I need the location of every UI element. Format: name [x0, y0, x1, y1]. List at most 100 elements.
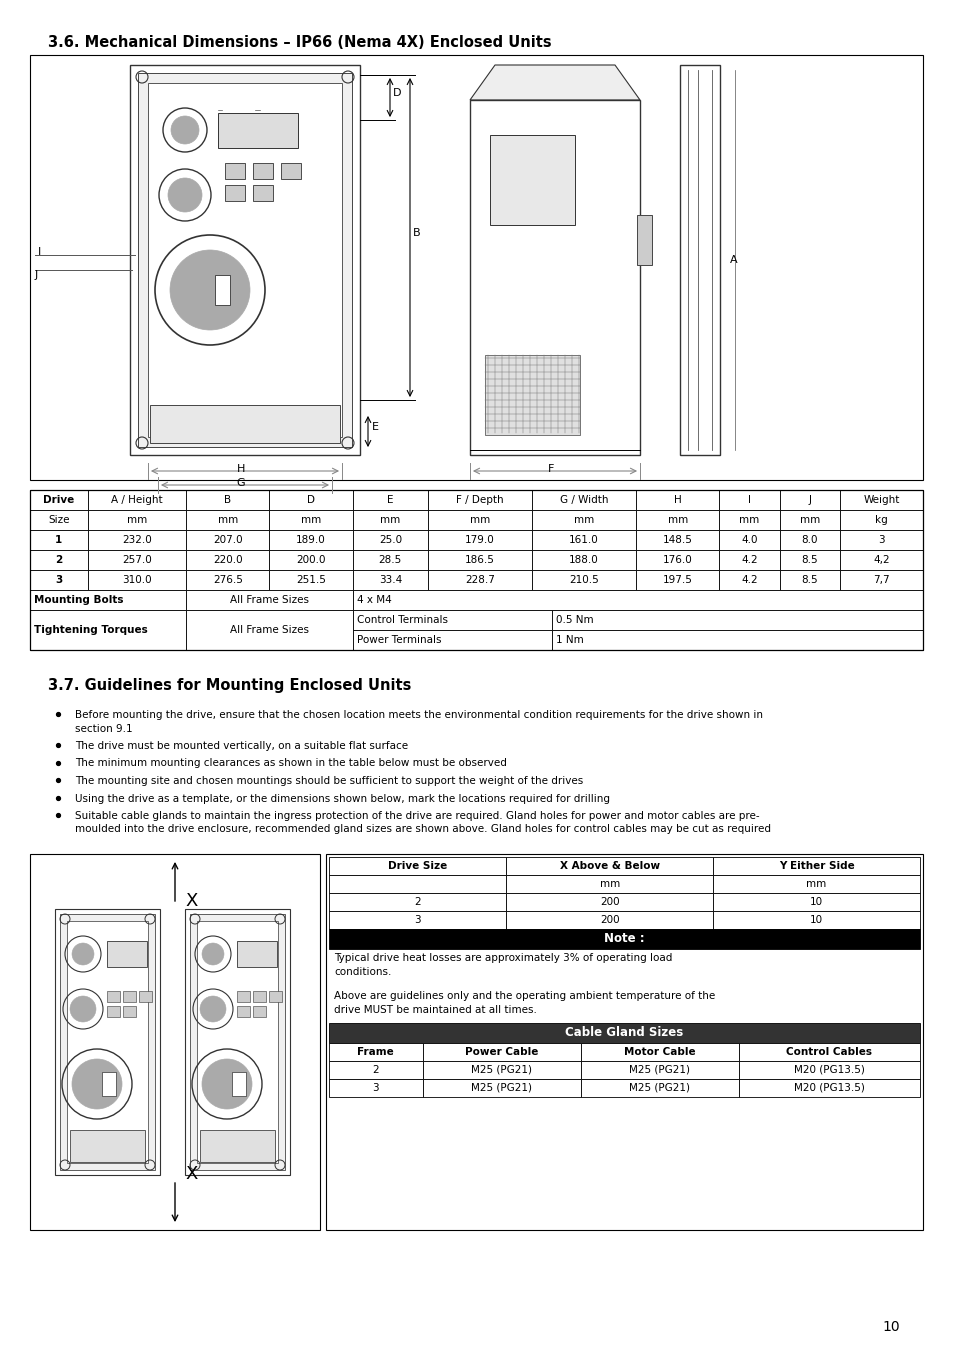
Text: Size: Size: [48, 514, 70, 525]
Text: Typical drive heat losses are approximately 3% of operating load: Typical drive heat losses are approximat…: [334, 953, 672, 963]
Bar: [88, 510, 186, 531]
Text: 33.4: 33.4: [378, 575, 401, 585]
Bar: [269, 549, 353, 570]
Bar: [269, 991, 282, 1002]
Bar: [532, 490, 636, 510]
Text: 228.7: 228.7: [464, 575, 495, 585]
Text: F / Depth: F / Depth: [456, 495, 503, 505]
Text: J: J: [35, 270, 38, 279]
Bar: [107, 941, 147, 967]
Text: M25 (PG21): M25 (PG21): [628, 1065, 689, 1075]
Text: Power Terminals: Power Terminals: [356, 634, 441, 645]
Circle shape: [71, 944, 94, 965]
Bar: [428, 549, 532, 570]
Text: Using the drive as a template, or the dimensions shown below, mark the locations: Using the drive as a template, or the di…: [75, 794, 609, 803]
Text: 2: 2: [372, 1065, 378, 1075]
Bar: [196, 921, 277, 1162]
Bar: [236, 941, 276, 967]
Bar: [186, 490, 269, 510]
Bar: [839, 570, 923, 590]
Bar: [719, 490, 779, 510]
Bar: [186, 570, 269, 590]
Circle shape: [71, 1058, 122, 1108]
Bar: [329, 857, 506, 875]
Circle shape: [202, 1058, 252, 1108]
Text: M25 (PG21): M25 (PG21): [628, 1083, 689, 1094]
Bar: [329, 1044, 422, 1061]
Text: 179.0: 179.0: [465, 535, 495, 545]
Text: 1 Nm: 1 Nm: [556, 634, 583, 645]
Text: H: H: [236, 464, 245, 474]
Bar: [225, 185, 245, 201]
Bar: [580, 1044, 738, 1061]
Bar: [200, 1130, 274, 1162]
Text: M20 (PG13.5): M20 (PG13.5): [793, 1065, 863, 1075]
Bar: [428, 510, 532, 531]
Bar: [532, 570, 636, 590]
Text: kg: kg: [874, 514, 887, 525]
Bar: [506, 875, 713, 892]
Bar: [236, 991, 250, 1002]
Text: 1: 1: [55, 535, 63, 545]
Bar: [326, 855, 923, 1230]
Bar: [102, 1072, 116, 1096]
Bar: [190, 914, 285, 1170]
Bar: [269, 531, 353, 549]
Bar: [719, 549, 779, 570]
Bar: [506, 892, 713, 911]
Text: 257.0: 257.0: [122, 555, 152, 566]
Text: Drive: Drive: [43, 495, 74, 505]
Bar: [232, 1072, 246, 1096]
Bar: [428, 490, 532, 510]
Bar: [88, 570, 186, 590]
Text: 3: 3: [414, 915, 420, 925]
Bar: [353, 610, 552, 630]
Text: B: B: [413, 228, 420, 239]
Bar: [225, 163, 245, 180]
Text: mm: mm: [739, 514, 759, 525]
Text: X: X: [185, 892, 197, 910]
Text: F: F: [547, 464, 554, 474]
Text: D: D: [307, 495, 314, 505]
Bar: [580, 1061, 738, 1079]
Text: 0.5 Nm: 0.5 Nm: [556, 616, 594, 625]
Text: Note :: Note :: [603, 933, 644, 945]
Text: A: A: [729, 255, 737, 265]
Bar: [713, 857, 919, 875]
Bar: [552, 610, 923, 630]
Bar: [329, 911, 506, 929]
Text: 8.0: 8.0: [801, 535, 817, 545]
Bar: [839, 549, 923, 570]
Circle shape: [70, 996, 96, 1022]
Text: 7,7: 7,7: [872, 575, 889, 585]
Bar: [55, 909, 160, 1174]
Text: section 9.1: section 9.1: [75, 724, 132, 733]
Text: Cable Gland Sizes: Cable Gland Sizes: [565, 1026, 683, 1040]
Bar: [353, 590, 923, 610]
Text: mm: mm: [599, 879, 619, 890]
Text: Drive Size: Drive Size: [388, 861, 447, 871]
Text: 220.0: 220.0: [213, 555, 242, 566]
Bar: [839, 531, 923, 549]
Bar: [636, 531, 719, 549]
Bar: [186, 510, 269, 531]
Bar: [88, 490, 186, 510]
Bar: [637, 215, 651, 265]
Bar: [779, 570, 839, 590]
Text: 10: 10: [882, 1320, 899, 1334]
Text: 251.5: 251.5: [295, 575, 326, 585]
Text: mm: mm: [300, 514, 321, 525]
Bar: [422, 1079, 580, 1098]
Text: conditions.: conditions.: [334, 967, 391, 977]
Text: 188.0: 188.0: [569, 555, 598, 566]
Bar: [138, 73, 352, 447]
Text: 10: 10: [809, 915, 822, 925]
Bar: [779, 531, 839, 549]
Text: I: I: [38, 247, 41, 256]
Bar: [329, 1079, 422, 1098]
Bar: [719, 531, 779, 549]
Bar: [679, 65, 720, 455]
Bar: [269, 490, 353, 510]
Bar: [130, 65, 359, 455]
Text: All Frame Sizes: All Frame Sizes: [230, 625, 309, 634]
